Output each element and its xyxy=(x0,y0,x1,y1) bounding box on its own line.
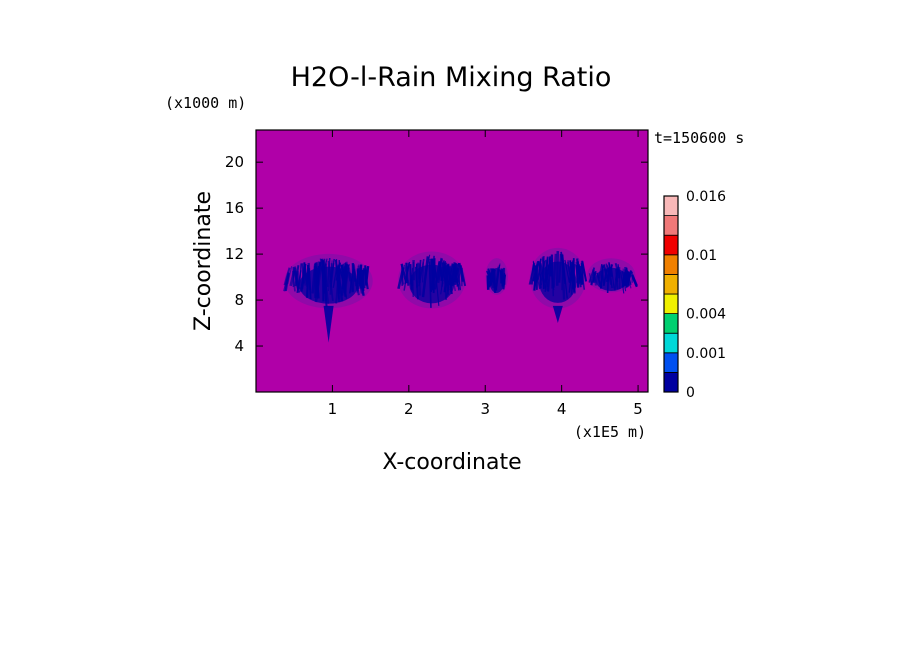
y-axis-ticks: 4 8 12 16 20 xyxy=(225,153,648,355)
colorbar: 0 0.001 0.004 0.01 0.016 xyxy=(663,189,726,401)
y-axis-label: Z-coordinate xyxy=(191,191,216,331)
x-tick-label: 1 xyxy=(328,400,338,418)
y-unit-label: (x1000 m) xyxy=(165,94,246,112)
colorbar-segment xyxy=(663,273,679,295)
y-tick-label: 16 xyxy=(225,199,244,217)
y-tick-label: 4 xyxy=(234,337,244,355)
colorbar-segment xyxy=(663,234,679,256)
y-tick-label: 8 xyxy=(234,291,244,309)
colorbar-segment xyxy=(663,371,679,393)
rain-cell xyxy=(485,258,508,295)
rain-cell xyxy=(528,247,588,324)
colorbar-tick-label: 0.004 xyxy=(686,307,726,323)
rain-cell xyxy=(397,251,467,309)
chart-title: H2O-l-Rain Mixing Ratio xyxy=(291,62,612,93)
colorbar-tick-label: 0.01 xyxy=(686,248,717,264)
colorbar-segment xyxy=(663,352,679,373)
colorbar-segment xyxy=(663,332,679,354)
x-tick-label: 2 xyxy=(404,400,414,418)
plot-frame xyxy=(255,129,649,393)
rain-cell xyxy=(587,258,638,294)
colorbar-tick-label: 0.016 xyxy=(686,189,726,205)
colorbar-segment xyxy=(663,215,679,236)
colorbar-segment xyxy=(663,313,679,334)
x-unit-label: (x1E5 m) xyxy=(574,423,646,441)
plot-area xyxy=(256,130,648,392)
x-axis-label: X-coordinate xyxy=(382,450,521,475)
colorbar-tick-label: 0.001 xyxy=(686,346,726,362)
y-tick-label: 12 xyxy=(225,245,244,263)
x-tick-label: 5 xyxy=(633,400,643,418)
x-axis-ticks: 1 2 3 4 5 xyxy=(328,130,643,418)
rain-cell xyxy=(283,253,373,343)
x-tick-label: 4 xyxy=(557,400,567,418)
rain-field xyxy=(283,247,638,343)
colorbar-frame xyxy=(663,195,679,393)
colorbar-segment xyxy=(663,254,679,275)
colorbar-segment xyxy=(663,195,679,217)
x-tick-label: 3 xyxy=(480,400,490,418)
time-label: t=150600 s xyxy=(654,129,744,147)
colorbar-segment xyxy=(663,293,679,315)
colorbar-tick-label: 0 xyxy=(686,385,695,401)
y-tick-label: 20 xyxy=(225,153,244,171)
